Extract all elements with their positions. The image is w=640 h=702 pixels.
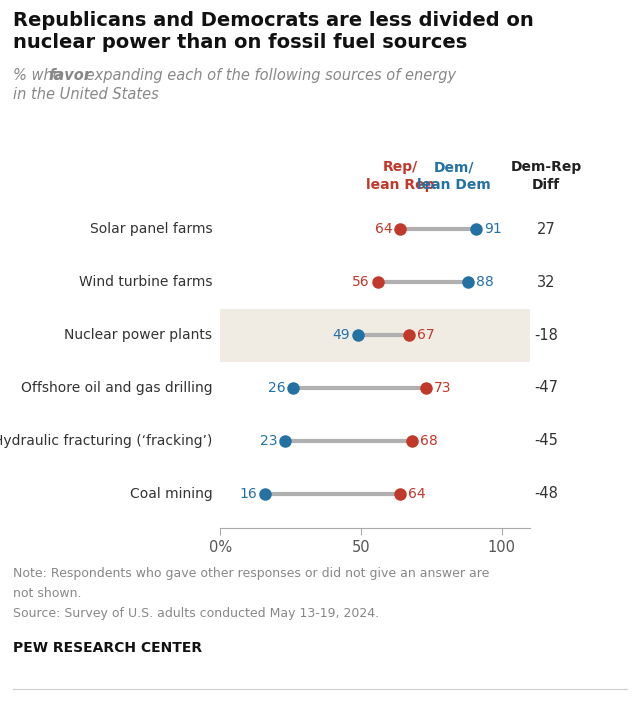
Text: Solar panel farms: Solar panel farms — [90, 223, 212, 237]
Text: nuclear power than on fossil fuel sources: nuclear power than on fossil fuel source… — [13, 33, 467, 52]
Text: Rep/
lean Rep: Rep/ lean Rep — [366, 160, 435, 192]
Text: 56: 56 — [353, 275, 370, 289]
Text: Offshore oil and gas drilling: Offshore oil and gas drilling — [21, 381, 212, 395]
Text: 73: 73 — [434, 381, 451, 395]
Text: Coal mining: Coal mining — [130, 486, 212, 501]
Text: Hydraulic fracturing (‘fracking’): Hydraulic fracturing (‘fracking’) — [0, 434, 212, 448]
Text: -48: -48 — [534, 486, 558, 501]
Text: favor: favor — [49, 68, 92, 83]
Text: not shown.: not shown. — [13, 587, 81, 600]
Text: 49: 49 — [333, 328, 350, 342]
Text: -47: -47 — [534, 380, 558, 395]
Text: Wind turbine farms: Wind turbine farms — [79, 275, 212, 289]
Text: PEW RESEARCH CENTER: PEW RESEARCH CENTER — [13, 641, 202, 655]
Text: -45: -45 — [534, 433, 558, 449]
Text: Republicans and Democrats are less divided on: Republicans and Democrats are less divid… — [13, 11, 534, 29]
Text: 68: 68 — [420, 434, 437, 448]
Text: 91: 91 — [484, 223, 502, 237]
Text: 64: 64 — [375, 223, 392, 237]
Text: 64: 64 — [408, 486, 426, 501]
Bar — [220, 309, 530, 362]
Text: in the United States: in the United States — [13, 87, 159, 102]
Text: 67: 67 — [417, 328, 435, 342]
Text: 26: 26 — [268, 381, 285, 395]
Text: Nuclear power plants: Nuclear power plants — [65, 328, 212, 342]
Text: 88: 88 — [476, 275, 493, 289]
Text: 16: 16 — [239, 486, 257, 501]
Text: Dem-Rep
Diff: Dem-Rep Diff — [510, 160, 582, 192]
Text: Dem/
lean Dem: Dem/ lean Dem — [417, 160, 491, 192]
Text: Note: Respondents who gave other responses or did not give an answer are: Note: Respondents who gave other respons… — [13, 567, 489, 581]
Text: 27: 27 — [536, 222, 556, 237]
Text: -18: -18 — [534, 328, 558, 343]
Text: Source: Survey of U.S. adults conducted May 13-19, 2024.: Source: Survey of U.S. adults conducted … — [13, 607, 379, 620]
Text: expanding each of the following sources of energy: expanding each of the following sources … — [81, 68, 456, 83]
Text: 32: 32 — [537, 274, 555, 290]
Text: % who: % who — [13, 68, 66, 83]
Text: 23: 23 — [260, 434, 277, 448]
